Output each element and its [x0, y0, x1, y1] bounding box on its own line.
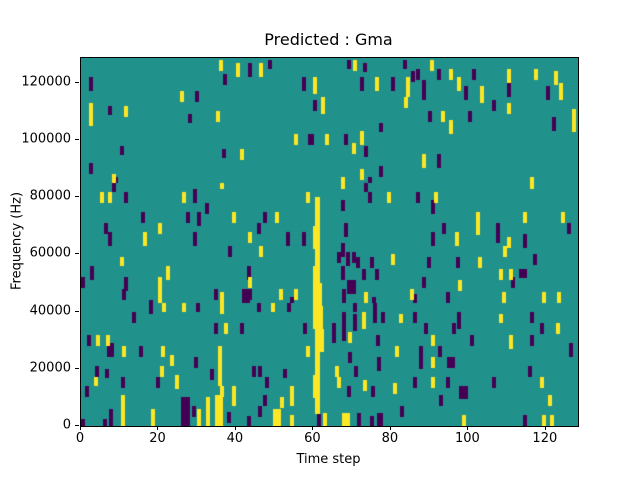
- x-tick-label: 80: [381, 431, 399, 446]
- y-tick-mark: [75, 310, 79, 312]
- x-axis-label: Time step: [296, 452, 361, 467]
- y-tick-mark: [75, 425, 79, 426]
- x-tick-mark: [157, 426, 159, 430]
- y-tick-label: 40000: [29, 303, 71, 319]
- plot-area: [80, 57, 579, 427]
- y-tick-mark: [75, 139, 79, 141]
- y-tick-mark: [75, 253, 79, 255]
- y-tick-label: 0: [62, 417, 71, 433]
- x-tick-label: 20: [149, 431, 166, 446]
- y-tick-label: 60000: [29, 245, 71, 261]
- x-tick-label: 40: [226, 431, 244, 446]
- x-tick-mark: [80, 426, 81, 430]
- x-tick-label: 0: [75, 431, 85, 446]
- x-tick-mark: [234, 426, 236, 430]
- x-tick-label: 120: [532, 431, 558, 446]
- x-tick-mark: [389, 426, 391, 430]
- x-tick-label: 100: [454, 431, 480, 446]
- y-axis-label: Frequency (Hz): [9, 191, 25, 291]
- y-tick-mark: [75, 367, 79, 369]
- x-tick-mark: [467, 426, 469, 430]
- y-tick-label: 100000: [21, 131, 71, 147]
- y-tick-mark: [75, 196, 79, 198]
- y-tick-mark: [75, 81, 79, 83]
- x-tick-label: 60: [304, 431, 321, 446]
- y-tick-label: 80000: [29, 188, 71, 204]
- y-tick-label: 20000: [29, 360, 71, 376]
- heatmap-canvas: [81, 58, 578, 426]
- chart-title: Predicted : Gma: [264, 30, 393, 49]
- x-tick-mark: [312, 426, 314, 430]
- y-tick-label: 120000: [21, 74, 71, 90]
- x-tick-mark: [544, 426, 546, 430]
